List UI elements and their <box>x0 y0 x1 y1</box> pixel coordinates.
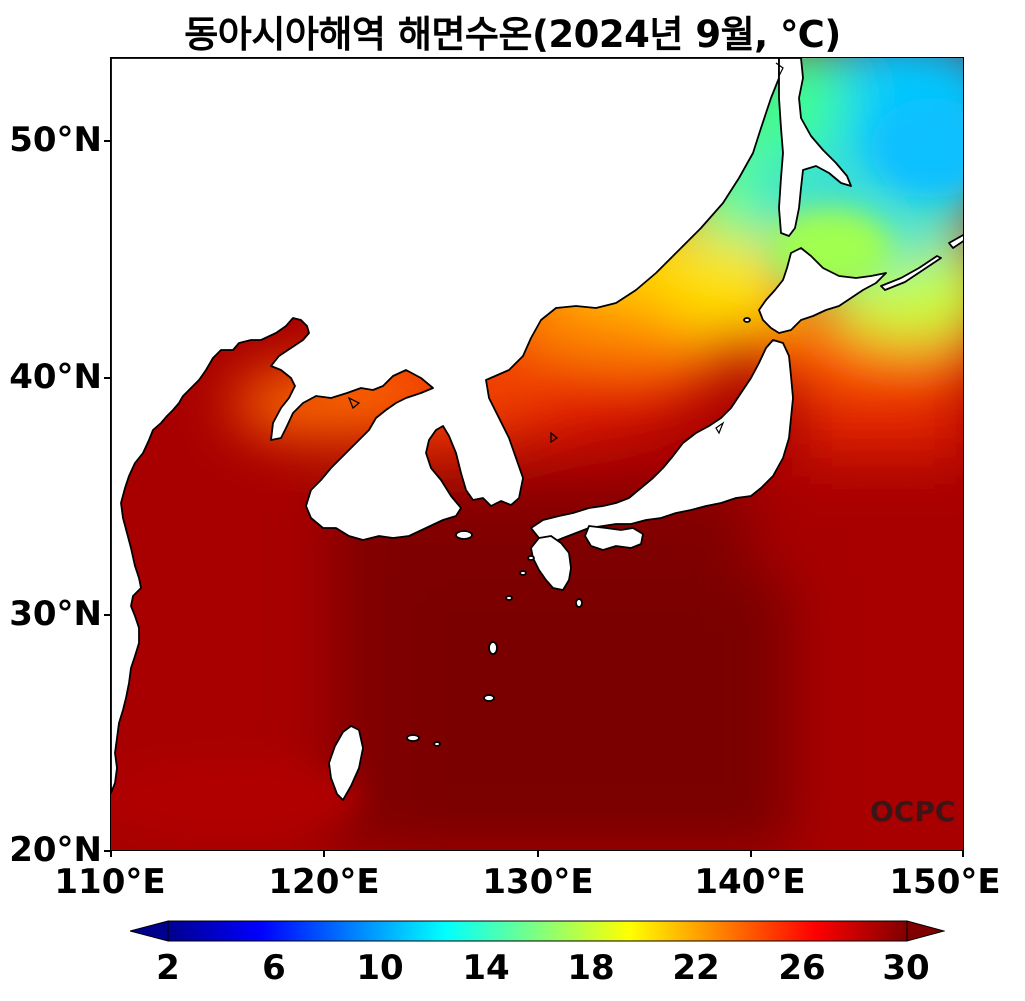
lat-tick-50 <box>104 140 110 142</box>
jeju <box>455 530 473 540</box>
lon-label-140: 140°E <box>694 862 806 902</box>
lon-tick-140 <box>750 851 752 857</box>
colorbar-tick-22: 22 <box>672 948 720 988</box>
colorbar <box>130 920 945 942</box>
lon-tick-110 <box>110 851 112 857</box>
hokkaido <box>758 247 887 334</box>
colorbar-tick-18: 18 <box>567 948 615 988</box>
lat-label-50: 50°N <box>9 120 102 160</box>
colorbar-tick-2: 2 <box>156 948 180 988</box>
sakhalin <box>778 58 852 237</box>
lon-tick-120 <box>323 851 325 857</box>
lon-label-110: 110°E <box>54 862 166 902</box>
colorbar-tick-6: 6 <box>262 948 286 988</box>
colorbar-tick-30: 30 <box>882 948 930 988</box>
colorbar-extend-min <box>130 920 169 942</box>
lat-tick-30 <box>104 614 110 616</box>
lon-label-120: 120°E <box>268 862 380 902</box>
lat-tick-20 <box>104 850 110 852</box>
sst-map <box>110 57 964 851</box>
colorbar-tick-14: 14 <box>462 948 510 988</box>
taiwan <box>328 725 364 801</box>
lat-label-30: 30°N <box>9 594 102 634</box>
lon-label-150: 150°E <box>889 862 1001 902</box>
lat-label-40: 40°N <box>9 357 102 397</box>
shikoku <box>584 525 644 551</box>
lon-label-130: 130°E <box>482 862 594 902</box>
colorbar-tick-10: 10 <box>356 948 404 988</box>
lon-tick-150 <box>962 851 964 857</box>
lat-tick-40 <box>104 377 110 379</box>
ocpc-watermark: OCPC <box>870 795 956 828</box>
lat-label-20: 20°N <box>9 830 102 870</box>
colorbar-gradient <box>167 920 908 942</box>
map-title: 동아시아해역 해면수온(2024년 9월, ℃) <box>184 13 841 56</box>
colorbar-tick-26: 26 <box>778 948 826 988</box>
lon-tick-130 <box>537 851 539 857</box>
land-masses <box>111 58 963 801</box>
sst-field <box>111 58 963 850</box>
asian-mainland <box>111 58 780 794</box>
colorbar-extend-max <box>906 920 945 942</box>
